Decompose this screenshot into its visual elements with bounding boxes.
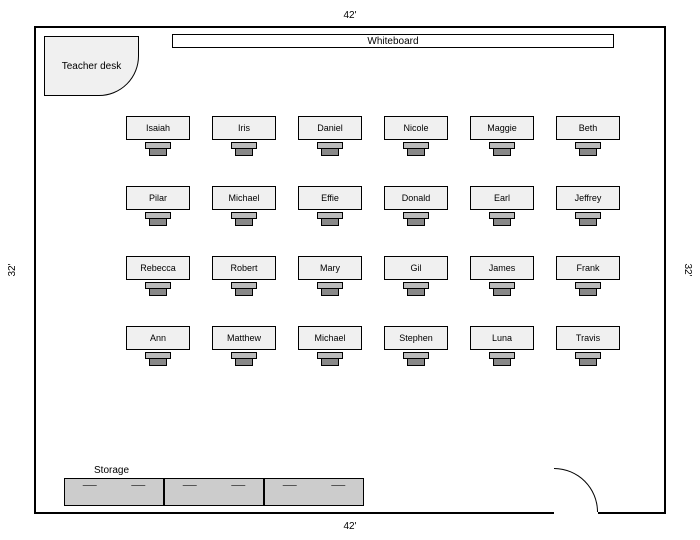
chair-icon bbox=[231, 282, 257, 296]
storage-label: Storage bbox=[94, 465, 364, 476]
desk-label: Earl bbox=[470, 186, 534, 210]
student-desk: Mary bbox=[298, 256, 362, 290]
chair-icon bbox=[403, 142, 429, 156]
chair-icon bbox=[489, 212, 515, 226]
chair-icon bbox=[231, 352, 257, 366]
desk-label: Stephen bbox=[384, 326, 448, 350]
storage-units bbox=[64, 478, 364, 506]
student-desk: Rebecca bbox=[126, 256, 190, 290]
chair-icon bbox=[145, 352, 171, 366]
desk-label: Luna bbox=[470, 326, 534, 350]
student-desk: Gil bbox=[384, 256, 448, 290]
desk-label: Ann bbox=[126, 326, 190, 350]
student-desk: Matthew bbox=[212, 326, 276, 360]
chair-icon bbox=[317, 282, 343, 296]
chair-icon bbox=[231, 142, 257, 156]
storage-unit bbox=[64, 478, 164, 506]
student-desk: Nicole bbox=[384, 116, 448, 150]
student-desk: Beth bbox=[556, 116, 620, 150]
chair-icon bbox=[489, 142, 515, 156]
desk-label: Robert bbox=[212, 256, 276, 280]
whiteboard-label: Whiteboard bbox=[367, 36, 418, 47]
student-desk: Michael bbox=[298, 326, 362, 360]
student-desk: Jeffrey bbox=[556, 186, 620, 220]
chair-icon bbox=[145, 142, 171, 156]
student-desk: Iris bbox=[212, 116, 276, 150]
chair-icon bbox=[489, 352, 515, 366]
chair-icon bbox=[403, 352, 429, 366]
desk-label: Daniel bbox=[298, 116, 362, 140]
student-desk: Earl bbox=[470, 186, 534, 220]
chair-icon bbox=[145, 212, 171, 226]
chair-icon bbox=[145, 282, 171, 296]
student-desk: Ann bbox=[126, 326, 190, 360]
storage-unit bbox=[164, 478, 264, 506]
room-outline: Teacher desk Whiteboard Isaiah Iris Daniel… bbox=[34, 26, 666, 514]
student-desk: Maggie bbox=[470, 116, 534, 150]
desk-label: Mary bbox=[298, 256, 362, 280]
chair-icon bbox=[489, 282, 515, 296]
desk-label: Isaiah bbox=[126, 116, 190, 140]
dim-height-right: 32' bbox=[682, 263, 693, 276]
desk-label: Michael bbox=[212, 186, 276, 210]
student-desk: Isaiah bbox=[126, 116, 190, 150]
student-desk: Luna bbox=[470, 326, 534, 360]
student-desk: Effie bbox=[298, 186, 362, 220]
desk-label: Frank bbox=[556, 256, 620, 280]
chair-icon bbox=[575, 352, 601, 366]
chair-icon bbox=[575, 142, 601, 156]
whiteboard: Whiteboard bbox=[172, 34, 614, 48]
desk-label: Nicole bbox=[384, 116, 448, 140]
student-desk: Robert bbox=[212, 256, 276, 290]
desk-label: Michael bbox=[298, 326, 362, 350]
student-desk: Michael bbox=[212, 186, 276, 220]
chair-icon bbox=[575, 282, 601, 296]
desk-label: Beth bbox=[556, 116, 620, 140]
chair-icon bbox=[575, 212, 601, 226]
chair-icon bbox=[403, 212, 429, 226]
desk-label: Matthew bbox=[212, 326, 276, 350]
student-desk: Donald bbox=[384, 186, 448, 220]
desk-label: Travis bbox=[556, 326, 620, 350]
teacher-desk: Teacher desk bbox=[44, 36, 139, 96]
student-desk: Stephen bbox=[384, 326, 448, 360]
student-desk: Travis bbox=[556, 326, 620, 360]
student-desk: James bbox=[470, 256, 534, 290]
dim-height-left: 32' bbox=[7, 263, 18, 276]
door-arc bbox=[554, 468, 598, 512]
storage-unit bbox=[264, 478, 364, 506]
desk-label: Iris bbox=[212, 116, 276, 140]
student-desk: Frank bbox=[556, 256, 620, 290]
storage-area: Storage bbox=[64, 465, 364, 506]
student-desk: Daniel bbox=[298, 116, 362, 150]
desk-label: Effie bbox=[298, 186, 362, 210]
desk-label: Maggie bbox=[470, 116, 534, 140]
desk-label: Gil bbox=[384, 256, 448, 280]
chair-icon bbox=[231, 212, 257, 226]
dim-width-top: 42' bbox=[343, 10, 356, 21]
desk-label: Donald bbox=[384, 186, 448, 210]
chair-icon bbox=[317, 142, 343, 156]
desk-label: Jeffrey bbox=[556, 186, 620, 210]
desk-label: Rebecca bbox=[126, 256, 190, 280]
dim-width-bottom: 42' bbox=[343, 521, 356, 532]
chair-icon bbox=[317, 352, 343, 366]
chair-icon bbox=[317, 212, 343, 226]
desk-label: James bbox=[470, 256, 534, 280]
student-desk: Pilar bbox=[126, 186, 190, 220]
desk-label: Pilar bbox=[126, 186, 190, 210]
teacher-desk-label: Teacher desk bbox=[62, 61, 121, 72]
seating-grid: Isaiah Iris Daniel Nicole Maggie Beth Pilar Mic… bbox=[126, 116, 620, 360]
chair-icon bbox=[403, 282, 429, 296]
